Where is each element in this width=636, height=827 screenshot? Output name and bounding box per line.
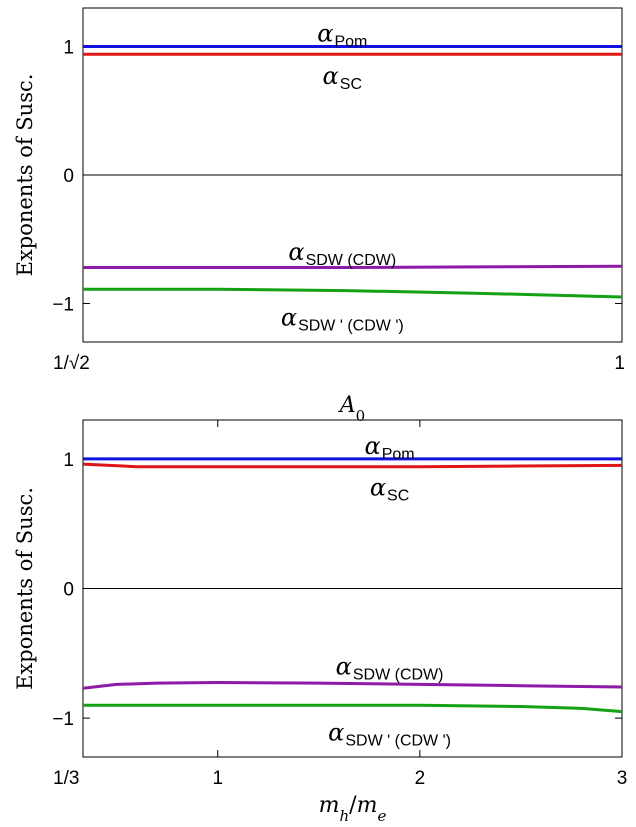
x-tick-label: 1: [614, 353, 625, 374]
x-tick-label: 2: [415, 768, 426, 789]
series-label-3: αSDW (CDW): [336, 652, 444, 683]
x-tick-label: 1/3: [53, 768, 79, 789]
chart-panel-2: 1 0 −1 1/3 1 2 3 Exponents of Susc. mh/me αPom αSC…: [13, 419, 628, 825]
series-label-2: αSC: [370, 473, 409, 504]
series-label-1: αPom: [364, 432, 414, 463]
y-tick-label: 0: [63, 580, 74, 601]
series-label-2: αSC: [323, 62, 362, 93]
y-tick-label: −1: [52, 294, 74, 315]
series-line-3: [83, 264, 623, 269]
series-label-4: αSDW ' (CDW '): [281, 304, 404, 335]
series-line-4: [83, 287, 623, 299]
x-tick-label: 3: [617, 768, 628, 789]
x-tick-label: 1/√2: [53, 353, 90, 374]
y-tick-label: 1: [63, 450, 74, 471]
x-axis-label: A0: [338, 393, 365, 425]
series-line-3: [82, 681, 623, 690]
y-axis-label: Exponents of Susc.: [13, 487, 37, 690]
x-tick-label: 1: [212, 768, 223, 789]
x-axis-label: mh/me: [319, 793, 387, 825]
series-label-4: αSDW ' (CDW '): [328, 718, 451, 749]
y-tick-label: 0: [63, 166, 74, 187]
y-tick-label: 1: [63, 38, 74, 59]
y-tick-label: −1: [52, 709, 74, 730]
series-label-1: αPom: [317, 20, 367, 51]
series-line-4: [83, 703, 623, 714]
series-label-3: αSDW (CDW): [288, 238, 396, 269]
y-axis-label: Exponents of Susc.: [13, 74, 37, 277]
series-line-2: [82, 462, 623, 469]
chart-panel-1: 1 0 −1 1/√2 1 Exponents of Susc. A0 αPom αSC αSDW…: [13, 7, 625, 425]
